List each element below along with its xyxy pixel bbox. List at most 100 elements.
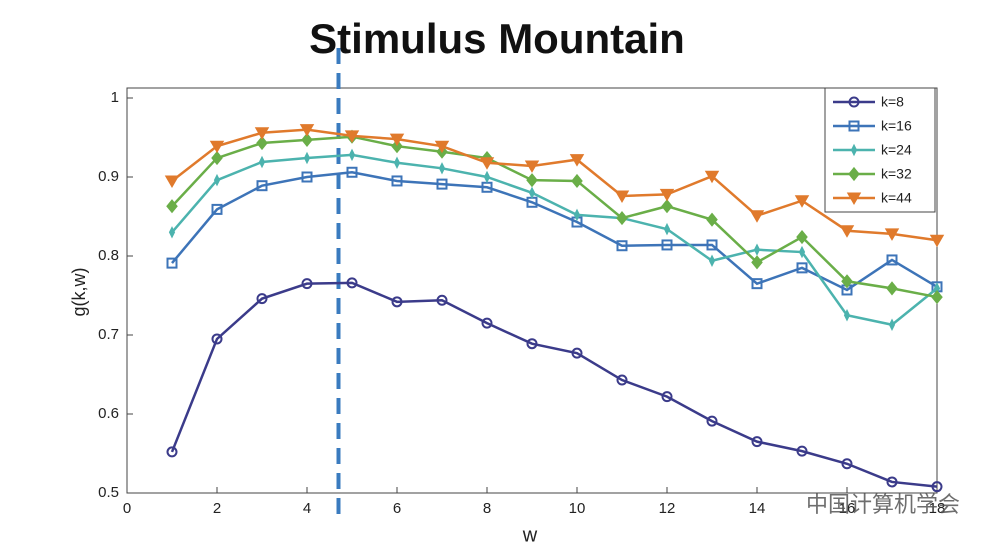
- marker: [751, 436, 763, 448]
- legend-marker: [850, 143, 858, 157]
- marker: [749, 210, 765, 223]
- marker: [796, 445, 808, 457]
- legend: k=8 k=16 k=24 k=32 k=44: [824, 87, 936, 213]
- marker: [706, 212, 718, 227]
- marker: [841, 274, 853, 289]
- marker: [391, 139, 403, 154]
- x-tick-label: 16: [839, 500, 856, 517]
- marker: [303, 151, 311, 165]
- marker: [659, 188, 675, 202]
- marker: [841, 458, 853, 470]
- marker: [616, 374, 628, 386]
- x-axis-label: w: [522, 524, 538, 546]
- marker: [888, 318, 896, 331]
- legend-marker: [848, 96, 860, 108]
- series: [164, 124, 945, 248]
- x-tick-label: 12: [659, 500, 676, 517]
- marker: [348, 148, 356, 162]
- marker: [393, 156, 401, 170]
- watermark: 中国计算机学会: [806, 492, 960, 517]
- marker: [751, 278, 763, 290]
- x-tick-label: 0: [123, 500, 131, 517]
- series: [166, 277, 943, 493]
- marker: [436, 178, 448, 190]
- marker: [708, 254, 716, 267]
- legend-marker: [846, 192, 862, 205]
- x-tick-label: 18: [929, 500, 946, 517]
- marker: [301, 171, 313, 183]
- line: [171, 128, 938, 242]
- line: [170, 281, 938, 488]
- marker: [796, 229, 808, 245]
- marker: [616, 240, 628, 252]
- marker: [256, 135, 268, 151]
- marker: [884, 228, 900, 241]
- marker: [438, 162, 446, 175]
- x-tick-label: 2: [213, 500, 221, 517]
- marker: [436, 294, 448, 306]
- marker: [573, 208, 581, 222]
- marker: [346, 277, 358, 289]
- marker: [301, 132, 313, 147]
- marker: [301, 278, 313, 290]
- legend-label: k=8: [881, 94, 904, 110]
- marker: [391, 296, 403, 308]
- marker: [569, 154, 585, 167]
- legend-marker: [848, 120, 860, 132]
- chart-title: Stimulus Mountain: [309, 15, 685, 62]
- marker: [661, 391, 673, 403]
- marker: [211, 150, 223, 166]
- marker: [211, 203, 223, 215]
- y-tick-label: 0.9: [98, 168, 119, 185]
- x-tick-label: 8: [483, 500, 491, 517]
- marker: [389, 133, 405, 147]
- marker: [211, 333, 223, 345]
- marker: [256, 180, 268, 192]
- marker: [209, 140, 225, 154]
- marker: [166, 257, 178, 269]
- marker: [299, 124, 315, 137]
- marker: [481, 317, 493, 329]
- marker: [843, 309, 851, 322]
- marker: [663, 222, 671, 236]
- legend-label: k=32: [881, 166, 912, 182]
- marker: [166, 446, 178, 458]
- line: [171, 170, 938, 292]
- marker: [886, 476, 898, 488]
- legend-label: k=44: [881, 190, 912, 206]
- x-tick-label: 14: [749, 500, 766, 517]
- x-tick-label: 4: [303, 500, 311, 517]
- marker: [794, 195, 810, 208]
- marker: [483, 170, 491, 184]
- marker: [931, 481, 943, 493]
- marker: [839, 225, 855, 238]
- marker: [256, 293, 268, 305]
- marker: [753, 243, 761, 256]
- legend-label: k=16: [881, 118, 912, 134]
- marker: [929, 234, 945, 248]
- marker: [258, 155, 266, 169]
- marker: [391, 175, 403, 187]
- marker: [616, 211, 628, 226]
- marker: [254, 127, 270, 140]
- x-tick-label: 6: [393, 500, 401, 517]
- y-tick-label: 1: [111, 89, 119, 106]
- marker: [796, 262, 808, 274]
- y-tick-label: 0.5: [98, 484, 119, 501]
- marker: [344, 130, 360, 143]
- marker: [706, 415, 718, 427]
- series: [166, 129, 943, 305]
- marker: [479, 157, 495, 170]
- x-tick-label: 10: [569, 500, 586, 517]
- marker: [526, 338, 538, 350]
- marker: [886, 254, 898, 266]
- y-tick-label: 0.7: [98, 326, 119, 343]
- series: [168, 148, 941, 331]
- marker: [798, 245, 806, 259]
- line: [171, 135, 938, 299]
- y-tick-label: 0.6: [98, 405, 119, 422]
- legend-label: k=24: [881, 142, 912, 158]
- marker: [571, 347, 583, 359]
- marker: [168, 226, 176, 239]
